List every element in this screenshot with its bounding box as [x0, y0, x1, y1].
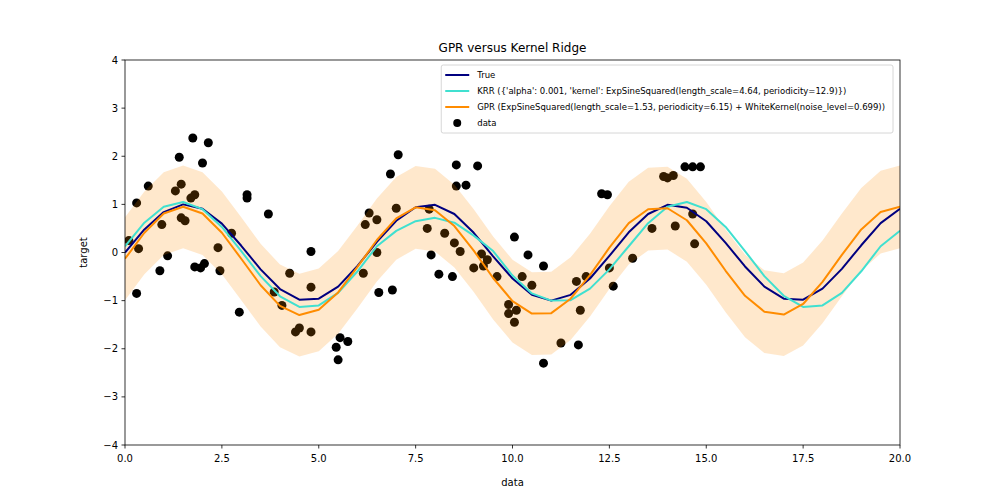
data-point [235, 308, 244, 317]
y-tick [122, 156, 126, 157]
confidence-band [125, 165, 900, 356]
data-point [243, 190, 252, 199]
y-tick-label: −3 [103, 391, 118, 402]
y-tick [122, 445, 126, 446]
legend-marker [453, 119, 461, 127]
x-tick-label: 15.0 [695, 453, 717, 464]
legend-label: True [476, 70, 495, 80]
y-tick-label: −2 [103, 343, 118, 354]
title: GPR versus Kernel Ridge [439, 41, 587, 55]
data-point [427, 250, 436, 259]
legend-box [441, 65, 893, 133]
y-tick-label: 2 [112, 151, 118, 162]
data-point [574, 340, 583, 349]
x-tick [221, 445, 222, 449]
data-point [204, 138, 213, 147]
x-tick [512, 445, 513, 449]
x-tick-label: 10.0 [501, 453, 523, 464]
plot-frame [125, 60, 900, 445]
legend-line [445, 106, 469, 108]
data-point [680, 162, 689, 171]
data-point [374, 288, 383, 297]
legend-line [445, 74, 469, 76]
y-axis-label: target [78, 237, 89, 267]
data-point [307, 247, 316, 256]
data-point [688, 162, 697, 171]
data-point [603, 190, 612, 199]
y-tick [122, 108, 126, 109]
y-tick-label: 1 [112, 199, 118, 210]
x-tick-label: 20.0 [889, 453, 911, 464]
y-tick [122, 252, 126, 253]
x-tick [125, 445, 126, 449]
data-point [434, 270, 443, 279]
chart: 0.0 2.5 5.0 7.5 10.0 12.5 15.0 17.5 20.0 −4 −3 −2 −1… [0, 0, 1000, 500]
y-tick-label: 4 [112, 55, 118, 66]
legend-label: GPR (ExpSineSquared(length_scale=1.53, p… [477, 102, 885, 112]
y-tick-label: −4 [103, 440, 118, 451]
background [0, 0, 1000, 500]
x-tick-label: 2.5 [214, 453, 230, 464]
data-point [386, 170, 395, 179]
data-point [510, 233, 519, 242]
legend: True KRR ({'alpha': 0.001, 'kernel': ExpS… [441, 65, 893, 133]
series-line [125, 202, 900, 307]
y-tick-label: −1 [103, 295, 118, 306]
y-tick [122, 396, 126, 397]
y-tick [122, 300, 126, 301]
x-tick [318, 445, 319, 449]
data-point [132, 289, 141, 298]
plot-marks [125, 133, 900, 367]
x-tick [415, 445, 416, 449]
data-point [343, 337, 352, 346]
data-point [462, 181, 471, 190]
data-point [524, 250, 533, 259]
data-point [473, 161, 482, 170]
y-tick [122, 348, 126, 349]
data-point [188, 133, 197, 142]
y-tick-label: 3 [112, 103, 118, 114]
data-point [155, 266, 164, 275]
x-tick [803, 445, 804, 449]
x-tick-label: 17.5 [792, 453, 814, 464]
x-tick-label: 12.5 [598, 453, 620, 464]
data-point [539, 359, 548, 368]
data-point [175, 153, 184, 162]
data-point [264, 210, 273, 219]
legend-line [445, 90, 469, 92]
data-point [696, 162, 705, 171]
y-tick [122, 204, 126, 205]
legend-label: KRR ({'alpha': 0.001, 'kernel': ExpSineS… [477, 86, 846, 96]
x-axis-label: data [501, 477, 524, 488]
y-tick-label: 0 [112, 247, 118, 258]
data-point [200, 259, 209, 268]
y-tick [122, 60, 126, 61]
x-tick-label: 0.0 [117, 453, 133, 464]
legend-label: data [477, 118, 496, 128]
x-tick [706, 445, 707, 449]
series-line [125, 207, 900, 315]
data-point [388, 286, 397, 295]
x-tick-label: 7.5 [408, 453, 424, 464]
x-tick-label: 5.0 [311, 453, 327, 464]
x-tick [900, 445, 901, 449]
data-point [452, 160, 461, 169]
data-point [334, 355, 343, 364]
data-point [332, 343, 341, 352]
data-point [394, 150, 403, 159]
data-point [539, 261, 548, 270]
data-point [448, 272, 457, 281]
data-point [198, 158, 207, 167]
x-tick [609, 445, 610, 449]
